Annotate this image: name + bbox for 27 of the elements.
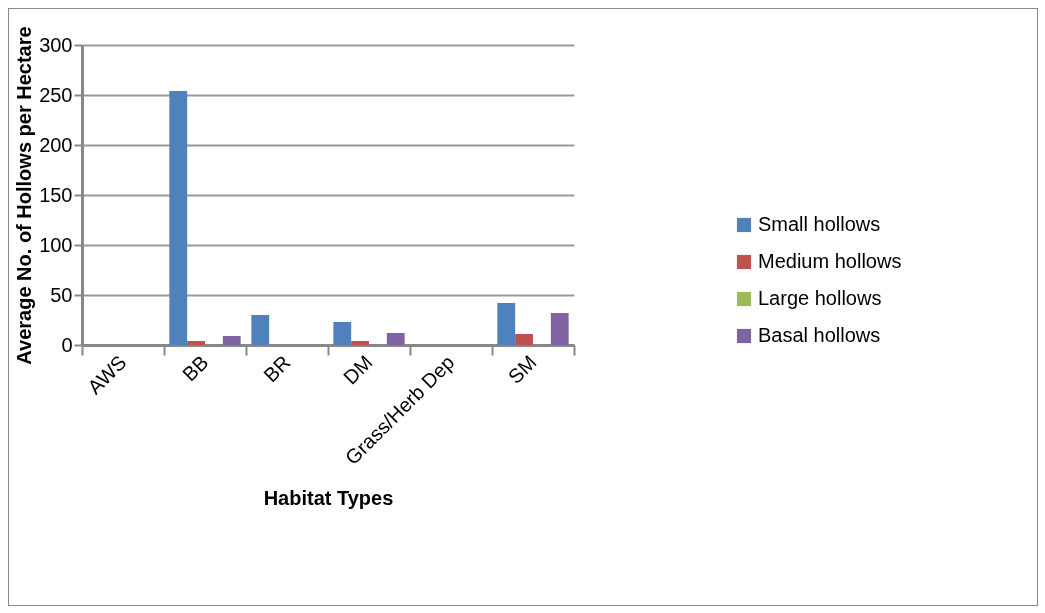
y-tick-label: 100 xyxy=(39,233,73,256)
legend-label: Large hollows xyxy=(758,287,882,309)
y-tick-label: 250 xyxy=(39,83,73,106)
bar xyxy=(515,334,533,345)
x-tick-label: DM xyxy=(339,351,377,389)
legend-label: Basal hollows xyxy=(758,324,881,346)
bar xyxy=(550,313,569,345)
bar xyxy=(333,322,352,345)
x-tick-label: BB xyxy=(178,351,213,386)
legend-label: Small hollows xyxy=(758,213,881,235)
bar xyxy=(187,341,205,345)
y-tick-label: 200 xyxy=(39,133,73,156)
bar xyxy=(386,333,405,345)
bar xyxy=(169,91,188,345)
bar xyxy=(497,303,516,345)
y-tick-label: 150 xyxy=(39,183,73,206)
y-axis-title: Average No. of Hollows per Hectare xyxy=(13,26,36,365)
bar xyxy=(222,336,241,345)
bar xyxy=(351,341,369,345)
bar xyxy=(251,315,270,345)
x-axis-title: Habitat Types xyxy=(263,486,394,509)
y-tick-label: 0 xyxy=(61,333,73,356)
x-tick-label: BR xyxy=(259,351,295,387)
y-tick-label: 300 xyxy=(39,33,73,56)
y-tick-label: 50 xyxy=(50,283,73,306)
x-tick-label: SM xyxy=(503,351,541,388)
legend-label: Medium hollows xyxy=(758,250,902,272)
